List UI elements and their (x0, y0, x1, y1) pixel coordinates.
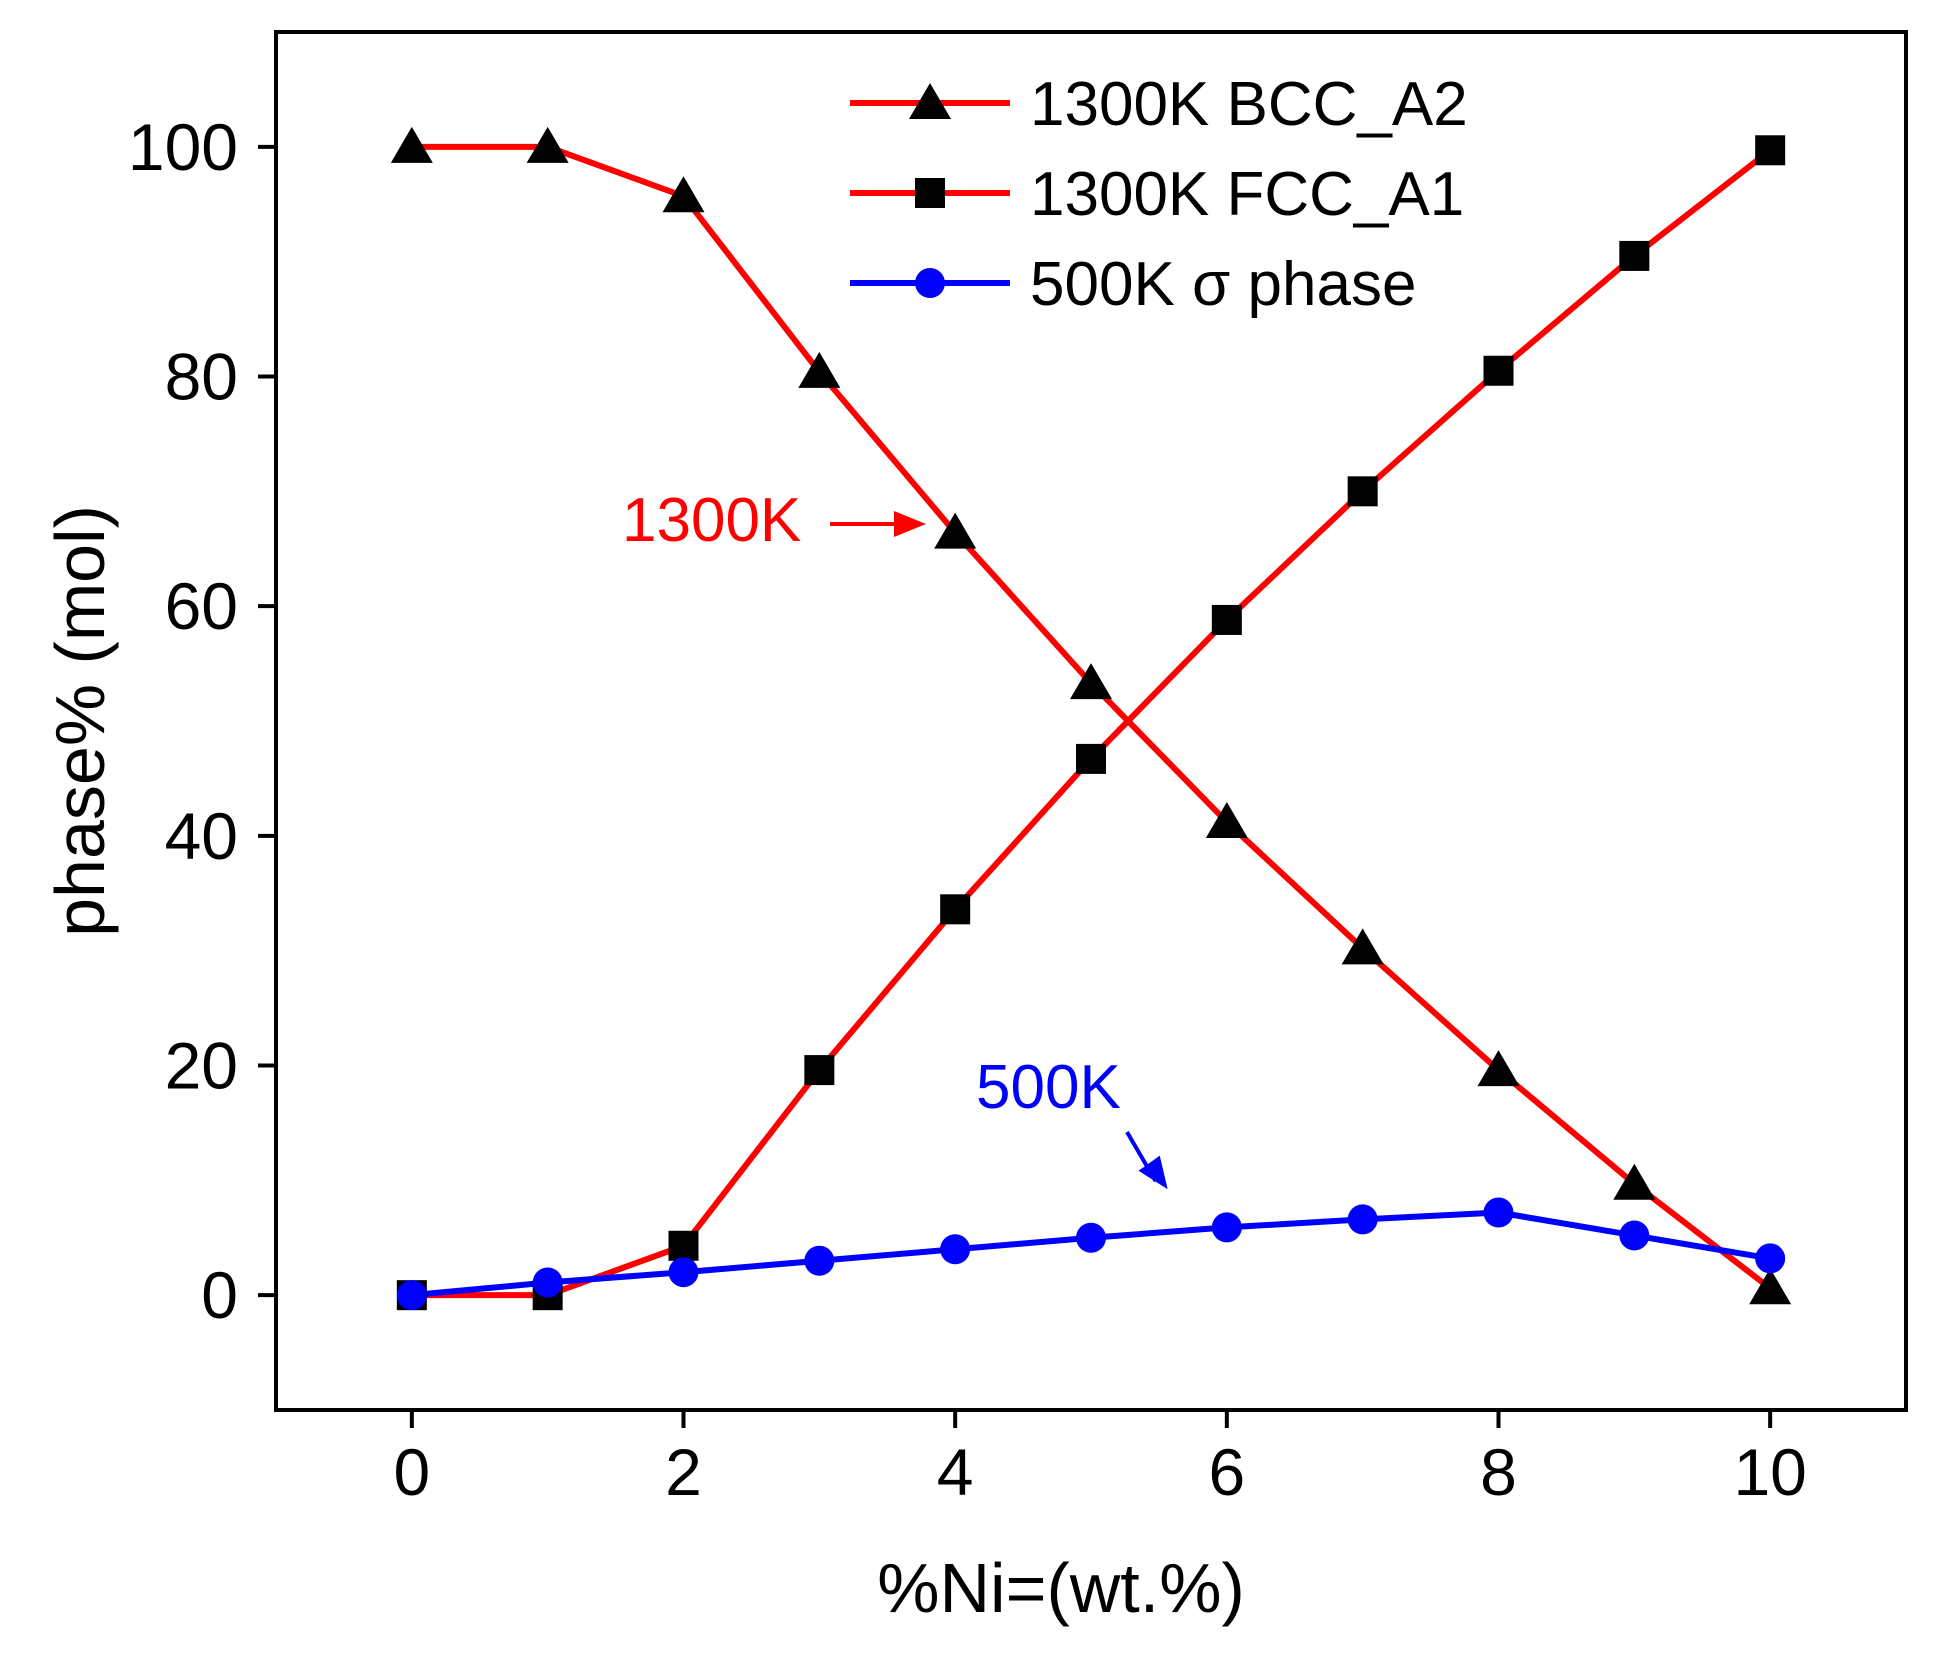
x-tick-label: 6 (1208, 1435, 1245, 1509)
series-1-point (1211, 604, 1242, 635)
series-2-point (1483, 1197, 1514, 1228)
legend: 1300K BCC_A2 1300K FCC_A1 500K σ phase (850, 70, 1468, 319)
y-tick-label: 80 (165, 340, 238, 414)
series-0-point (526, 126, 569, 163)
series-2-point (532, 1267, 563, 1298)
series-1-point (804, 1055, 835, 1086)
series-2-point (1619, 1220, 1650, 1251)
legend-label-2: 500K σ phase (1030, 250, 1416, 319)
series-2-point (1211, 1212, 1242, 1243)
series-0-point (1205, 802, 1248, 839)
x-tick-label: 0 (393, 1435, 430, 1509)
y-axis-title: phase% (mol) (41, 505, 119, 937)
series-0-point (1477, 1050, 1520, 1087)
series-2-point (940, 1234, 971, 1265)
annotation-500k-arrow-head (1138, 1155, 1168, 1190)
series-0-point (1749, 1268, 1792, 1305)
series-1-point (1347, 476, 1378, 507)
series-1-point (1483, 355, 1514, 386)
x-axis-title: %Ni=(wt.%) (877, 1549, 1245, 1627)
annotation-500k: 500K (976, 1053, 1121, 1122)
series-1-point (940, 894, 971, 925)
series-0-point (662, 176, 705, 213)
x-tick-label: 2 (665, 1435, 702, 1509)
series-0-point (1341, 928, 1384, 965)
legend-marker-2 (915, 268, 945, 298)
y-tick-label: 0 (201, 1258, 238, 1332)
series-0-point (798, 351, 841, 388)
legend-label-1: 1300K FCC_A1 (1030, 160, 1464, 229)
y-tick-label: 20 (165, 1029, 238, 1103)
series-2-point (1076, 1222, 1106, 1253)
series-0-point (390, 126, 433, 163)
series-0-point (934, 512, 977, 549)
series-1-point (1755, 135, 1786, 166)
series-0-point (1613, 1163, 1656, 1200)
series-2-point (804, 1245, 835, 1276)
series-2-point (396, 1280, 427, 1311)
annotations: 1300K 500K (622, 486, 1168, 1190)
legend-marker-1 (915, 178, 945, 208)
series-2-point (1347, 1204, 1378, 1235)
y-tick-label: 100 (128, 110, 238, 184)
x-tick-label: 8 (1480, 1435, 1517, 1509)
y-tick-label: 60 (165, 569, 238, 643)
series-2-point (1755, 1243, 1786, 1274)
legend-marker-0 (909, 83, 951, 119)
series-0-point (1070, 663, 1112, 700)
annotation-1300k-arrow-head (894, 511, 926, 537)
plot-area (390, 126, 1792, 1311)
y-tick-label: 40 (165, 799, 238, 873)
x-tick-label: 4 (937, 1435, 974, 1509)
series-1-point (668, 1230, 699, 1261)
annotation-1300k: 1300K (622, 486, 801, 555)
plot-frame (274, 30, 1908, 1412)
x-tick-label: 10 (1733, 1435, 1806, 1509)
series-1-point (1076, 743, 1106, 774)
series-1-point (1619, 240, 1650, 271)
legend-label-0: 1300K BCC_A2 (1030, 70, 1468, 139)
series-2-point (668, 1257, 699, 1288)
